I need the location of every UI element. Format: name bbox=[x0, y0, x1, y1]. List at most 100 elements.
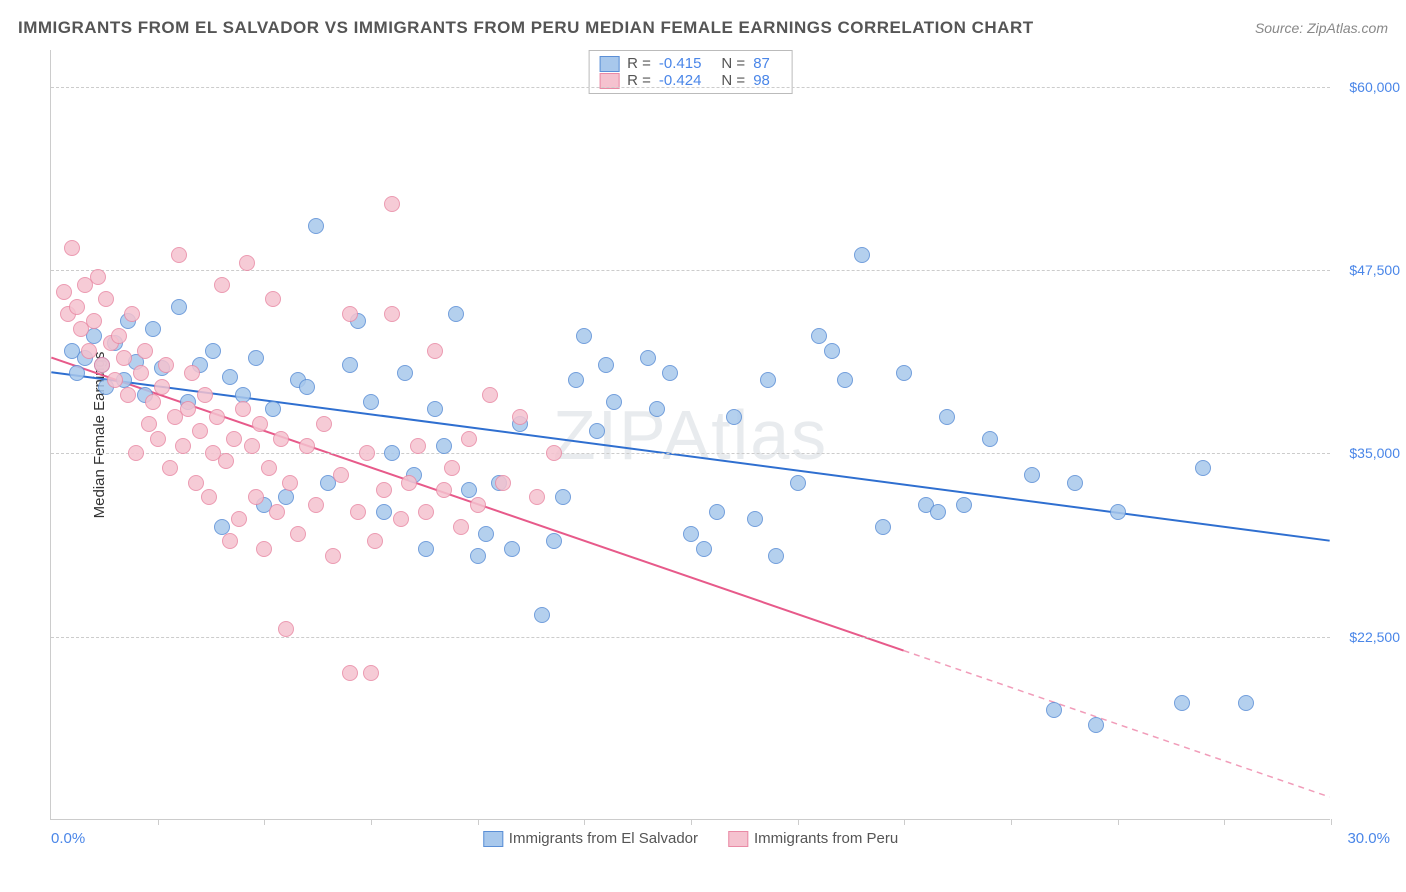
scatter-point bbox=[145, 394, 161, 410]
scatter-point bbox=[171, 247, 187, 263]
scatter-point bbox=[436, 438, 452, 454]
legend-item-1: Immigrants from Peru bbox=[728, 830, 898, 847]
swatch-0 bbox=[599, 56, 619, 72]
scatter-point bbox=[1088, 717, 1104, 733]
stats-row-0: R = -0.415 N = 87 bbox=[599, 55, 782, 72]
scatter-point bbox=[333, 467, 349, 483]
chart-svg bbox=[51, 50, 1330, 819]
scatter-point bbox=[896, 365, 912, 381]
plot-area: Median Female Earnings ZIPAtlas R = -0.4… bbox=[50, 50, 1330, 820]
x-axis-max-label: 30.0% bbox=[1347, 830, 1390, 847]
scatter-point bbox=[436, 482, 452, 498]
scatter-point bbox=[141, 416, 157, 432]
scatter-point bbox=[397, 365, 413, 381]
scatter-point bbox=[81, 343, 97, 359]
scatter-point bbox=[325, 548, 341, 564]
scatter-point bbox=[192, 423, 208, 439]
scatter-point bbox=[201, 489, 217, 505]
trend-line-extrapolated bbox=[904, 651, 1330, 797]
scatter-point bbox=[410, 438, 426, 454]
scatter-point bbox=[478, 526, 494, 542]
x-tick-mark bbox=[1331, 819, 1332, 825]
scatter-point bbox=[461, 482, 477, 498]
scatter-point bbox=[342, 306, 358, 322]
scatter-point bbox=[470, 497, 486, 513]
x-tick-mark bbox=[691, 819, 692, 825]
scatter-point bbox=[401, 475, 417, 491]
scatter-point bbox=[90, 269, 106, 285]
scatter-point bbox=[342, 665, 358, 681]
n-value-0: 87 bbox=[753, 55, 770, 72]
r-value-0: -0.415 bbox=[659, 55, 702, 72]
scatter-point bbox=[273, 431, 289, 447]
scatter-point bbox=[606, 394, 622, 410]
scatter-point bbox=[956, 497, 972, 513]
scatter-point bbox=[1067, 475, 1083, 491]
scatter-point bbox=[171, 299, 187, 315]
scatter-point bbox=[209, 409, 225, 425]
scatter-point bbox=[363, 394, 379, 410]
scatter-point bbox=[137, 343, 153, 359]
scatter-point bbox=[111, 328, 127, 344]
scatter-point bbox=[248, 350, 264, 366]
scatter-point bbox=[299, 379, 315, 395]
scatter-point bbox=[696, 541, 712, 557]
grid-line bbox=[51, 637, 1330, 638]
x-tick-mark bbox=[1224, 819, 1225, 825]
scatter-point bbox=[598, 357, 614, 373]
scatter-point bbox=[162, 460, 178, 476]
scatter-point bbox=[214, 519, 230, 535]
scatter-point bbox=[69, 365, 85, 381]
scatter-point bbox=[299, 438, 315, 454]
scatter-point bbox=[384, 306, 400, 322]
legend-item-0: Immigrants from El Salvador bbox=[483, 830, 698, 847]
chart-title: IMMIGRANTS FROM EL SALVADOR VS IMMIGRANT… bbox=[18, 18, 1034, 38]
scatter-point bbox=[427, 343, 443, 359]
scatter-point bbox=[546, 445, 562, 461]
scatter-point bbox=[482, 387, 498, 403]
scatter-point bbox=[384, 196, 400, 212]
x-tick-mark bbox=[1118, 819, 1119, 825]
scatter-point bbox=[350, 504, 366, 520]
scatter-point bbox=[120, 387, 136, 403]
scatter-point bbox=[226, 431, 242, 447]
scatter-point bbox=[683, 526, 699, 542]
scatter-point bbox=[342, 357, 358, 373]
scatter-point bbox=[662, 365, 678, 381]
scatter-point bbox=[282, 475, 298, 491]
scatter-point bbox=[418, 541, 434, 557]
scatter-point bbox=[205, 343, 221, 359]
scatter-point bbox=[1238, 695, 1254, 711]
legend-label-0: Immigrants from El Salvador bbox=[509, 830, 698, 847]
scatter-point bbox=[256, 541, 272, 557]
grid-line bbox=[51, 453, 1330, 454]
scatter-point bbox=[376, 482, 392, 498]
scatter-point bbox=[939, 409, 955, 425]
y-tick-label: $47,500 bbox=[1340, 262, 1400, 278]
scatter-point bbox=[1195, 460, 1211, 476]
scatter-point bbox=[568, 372, 584, 388]
scatter-point bbox=[278, 489, 294, 505]
scatter-point bbox=[86, 313, 102, 329]
scatter-point bbox=[265, 401, 281, 417]
scatter-point bbox=[222, 369, 238, 385]
scatter-point bbox=[367, 533, 383, 549]
scatter-point bbox=[308, 497, 324, 513]
scatter-point bbox=[709, 504, 725, 520]
scatter-point bbox=[1024, 467, 1040, 483]
scatter-point bbox=[188, 475, 204, 491]
scatter-point bbox=[158, 357, 174, 373]
scatter-point bbox=[248, 489, 264, 505]
scatter-point bbox=[290, 526, 306, 542]
scatter-point bbox=[384, 445, 400, 461]
scatter-point bbox=[133, 365, 149, 381]
scatter-point bbox=[94, 357, 110, 373]
scatter-point bbox=[184, 365, 200, 381]
scatter-point bbox=[854, 247, 870, 263]
legend-swatch-1 bbox=[728, 831, 748, 847]
scatter-point bbox=[235, 387, 251, 403]
bottom-legend: Immigrants from El Salvador Immigrants f… bbox=[483, 830, 898, 847]
scatter-point bbox=[529, 489, 545, 505]
scatter-point bbox=[116, 350, 132, 366]
scatter-point bbox=[875, 519, 891, 535]
